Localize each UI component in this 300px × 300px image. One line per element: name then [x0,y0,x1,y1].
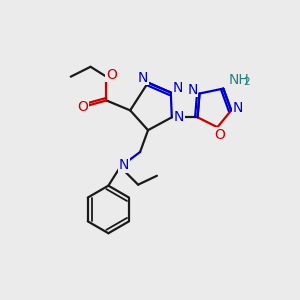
Text: O: O [77,100,88,114]
Text: N: N [188,82,198,97]
Text: NH: NH [228,73,249,87]
Text: 2: 2 [243,76,250,87]
Text: O: O [214,128,225,142]
Text: N: N [173,110,184,124]
Text: N: N [138,71,148,85]
Text: N: N [172,81,183,94]
Text: N: N [119,158,129,172]
Text: O: O [106,68,117,82]
Text: N: N [233,101,243,116]
